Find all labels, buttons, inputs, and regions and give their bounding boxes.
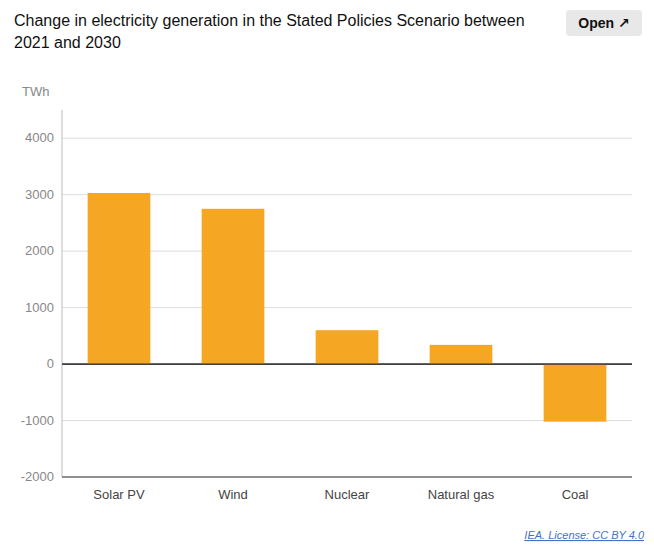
bar (316, 330, 379, 364)
y-grid (62, 138, 632, 477)
bar (430, 345, 493, 364)
chart: Open ↗ Change in electricity generation i… (0, 0, 654, 547)
y-tick-label: 2000 (25, 243, 54, 258)
x-tick-label: Natural gas (428, 487, 495, 502)
title: Change in electricity generation in the … (14, 12, 525, 51)
open-button[interactable]: Open ↗ (566, 10, 642, 36)
open-button-box (566, 10, 642, 36)
x-tick-label: Solar PV (93, 487, 145, 502)
grid-line (62, 138, 632, 139)
bar (202, 209, 265, 364)
open-label[interactable]: Open ↗ (578, 15, 629, 31)
y-axis-label: TWh (22, 84, 49, 99)
x-tick-label: Coal (562, 487, 589, 502)
grid-line (62, 477, 632, 478)
zero-line (62, 363, 632, 364)
y-axis-line (62, 110, 63, 477)
y-tick-label: 4000 (25, 130, 54, 145)
x-tick-label: Nuclear (325, 487, 370, 502)
background (0, 0, 654, 547)
x-axis-line (62, 477, 632, 478)
bar (88, 193, 151, 364)
y-tick-label: -1000 (21, 413, 54, 428)
y-tick-label: 3000 (25, 187, 54, 202)
y-tick-label: 0 (47, 356, 54, 371)
footnote[interactable]: IEA. License: CC BY 4.0 (524, 529, 645, 541)
bars (88, 193, 607, 422)
title-line: 2021 and 2030 (14, 34, 121, 51)
bar (544, 364, 607, 422)
zero-line (62, 363, 632, 364)
y-tick-label: -2000 (21, 469, 54, 484)
x-tick-label: Wind (218, 487, 248, 502)
y-tick-label: 1000 (25, 300, 54, 315)
title-line: Change in electricity generation in the … (14, 12, 525, 29)
